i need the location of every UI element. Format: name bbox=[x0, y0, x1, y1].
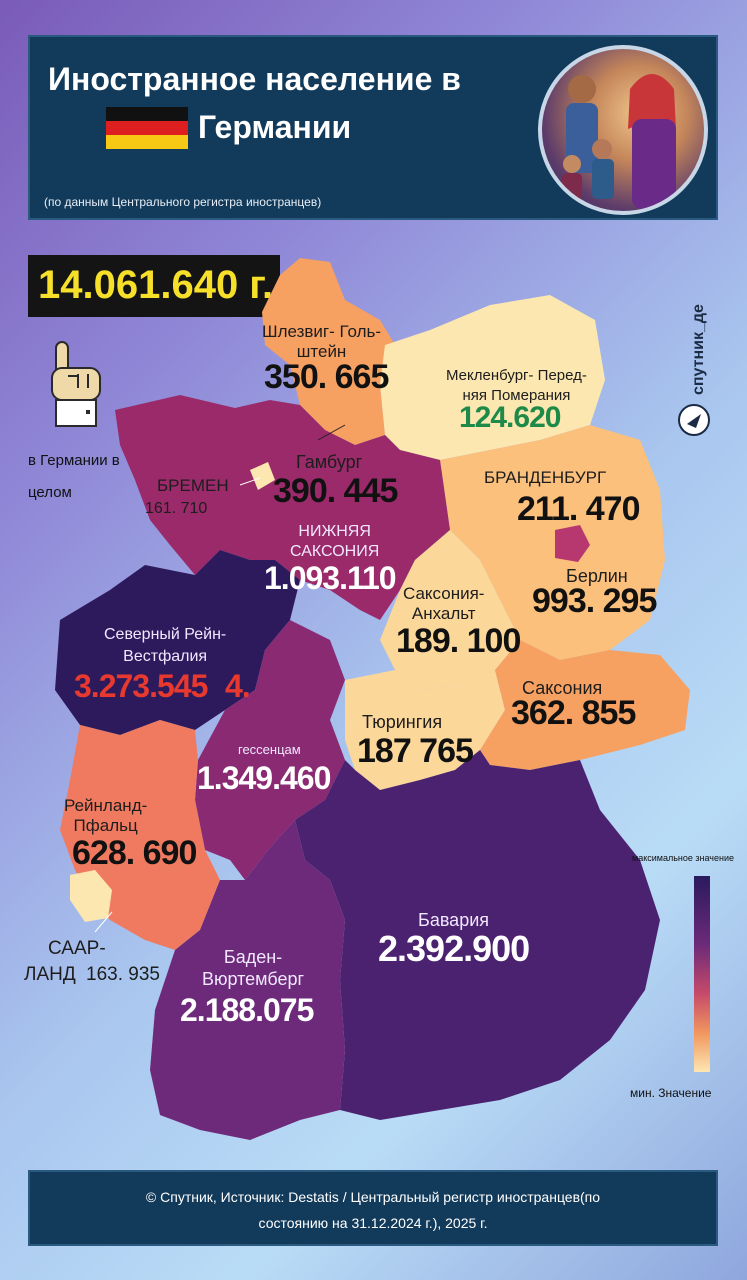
label-brandenburg-name: БРАНДЕНБУРГ bbox=[484, 468, 607, 487]
label-brandenburg-value: 211. 470 bbox=[517, 490, 640, 528]
label-mecklenburg-name: Мекленбург- Перед- няя Померания bbox=[446, 367, 587, 404]
label-berlin-name: Берлин bbox=[566, 566, 628, 586]
total-badge: 14.061.640 г. bbox=[28, 255, 280, 317]
header-panel: Иностранное население в Германии (по дан… bbox=[28, 35, 718, 220]
label-bremen-name: БРЕМЕН bbox=[157, 476, 229, 495]
region-hessen bbox=[195, 620, 345, 880]
label-bremen-value: 161. 710 bbox=[145, 500, 208, 517]
label-berlin-value: 993. 295 bbox=[532, 582, 657, 620]
label-nrw-suffix: 4. bbox=[225, 668, 251, 704]
legend-max-label: максимальное значение bbox=[632, 853, 734, 863]
region-brandenburg bbox=[440, 425, 665, 660]
region-thueringen bbox=[345, 670, 505, 790]
label-schleswig-value: 350. 665 bbox=[264, 358, 389, 396]
people-photo bbox=[538, 45, 708, 215]
region-bw bbox=[150, 820, 345, 1140]
legend-min-label: мин. Значение bbox=[630, 1086, 712, 1100]
sputnik-logo-icon bbox=[678, 404, 710, 436]
page-title-line2: Германии bbox=[198, 109, 352, 145]
label-thueringen-value: 187 765 bbox=[357, 732, 474, 770]
label-bayern-name: Бавария bbox=[418, 910, 490, 930]
region-mecklenburg bbox=[380, 295, 605, 460]
label-rlp-value: 628. 690 bbox=[72, 834, 197, 872]
label-thueringen-name: Тюрингия bbox=[362, 712, 443, 732]
label-sachsen-anhalt-name: Саксония- Анхальт bbox=[403, 584, 485, 623]
label-hamburg-value: 390. 445 bbox=[273, 472, 398, 510]
label-hamburg-name: Гамбург bbox=[296, 452, 363, 472]
region-niedersachsen bbox=[115, 395, 450, 620]
label-nrw-value: 3.273.545 bbox=[74, 668, 208, 704]
label-bw-name: Баден- Вюртемберг bbox=[202, 947, 305, 989]
label-sachsen-anhalt-value: 189. 100 bbox=[396, 622, 521, 660]
pointing-hand-icon bbox=[51, 341, 101, 427]
region-saarland bbox=[70, 870, 112, 922]
region-nrw bbox=[55, 550, 300, 735]
region-berlin bbox=[555, 525, 590, 562]
region-hamburg bbox=[335, 410, 362, 438]
label-bayern-value: 2.392.900 bbox=[378, 928, 530, 969]
total-value: 14.061.640 г. bbox=[38, 263, 274, 307]
label-nrw-name: Северный Рейн- Вестфалия bbox=[104, 626, 227, 665]
label-sachsen-name: Саксония bbox=[522, 678, 603, 698]
region-schleswig-holstein bbox=[262, 258, 395, 445]
label-rlp-name: Рейнланд- Пфальц bbox=[64, 796, 148, 835]
label-niedersachsen-value: 1.093.110 bbox=[264, 560, 397, 596]
label-saarland-name2: ЛАНД bbox=[24, 964, 76, 985]
region-sachsen-anhalt bbox=[380, 530, 520, 690]
region-sachsen bbox=[480, 640, 690, 770]
germany-flag-icon bbox=[106, 107, 188, 149]
region-bremen bbox=[250, 462, 275, 490]
label-schleswig-name: Шлезвиг- Голь- штейн bbox=[262, 322, 382, 361]
legend-color-bar bbox=[694, 876, 710, 1072]
region-bayern bbox=[295, 750, 660, 1120]
footer-line2: состоянию на 31.12.2024 г.), 2025 г. bbox=[258, 1215, 488, 1231]
label-niedersachsen-name: НИЖНЯЯ САКСОНИЯ bbox=[290, 523, 380, 560]
footer-panel: © Спутник, Источник: Destatis / Централь… bbox=[28, 1170, 718, 1246]
label-hessen-value: 1.349.460 bbox=[197, 760, 331, 796]
label-bw-value: 2.188.075 bbox=[180, 992, 314, 1028]
total-label: в Германии в целом bbox=[28, 452, 120, 501]
footer-line1: © Спутник, Источник: Destatis / Централь… bbox=[145, 1189, 601, 1205]
label-hessen-name: гессенцам bbox=[238, 742, 301, 757]
label-saarland-value: 163. 935 bbox=[86, 964, 160, 985]
footer-source: © Спутник, Источник: Destatis / Централь… bbox=[30, 1184, 716, 1236]
page-subtitle: (по данным Центрального регистра иностра… bbox=[44, 195, 322, 209]
label-sachsen-value: 362. 855 bbox=[511, 694, 636, 732]
label-mecklenburg-value: 124.620 bbox=[459, 401, 561, 434]
label-saarland-name: СААР- bbox=[48, 938, 106, 959]
page-title-line1: Иностранное население в bbox=[48, 61, 461, 97]
